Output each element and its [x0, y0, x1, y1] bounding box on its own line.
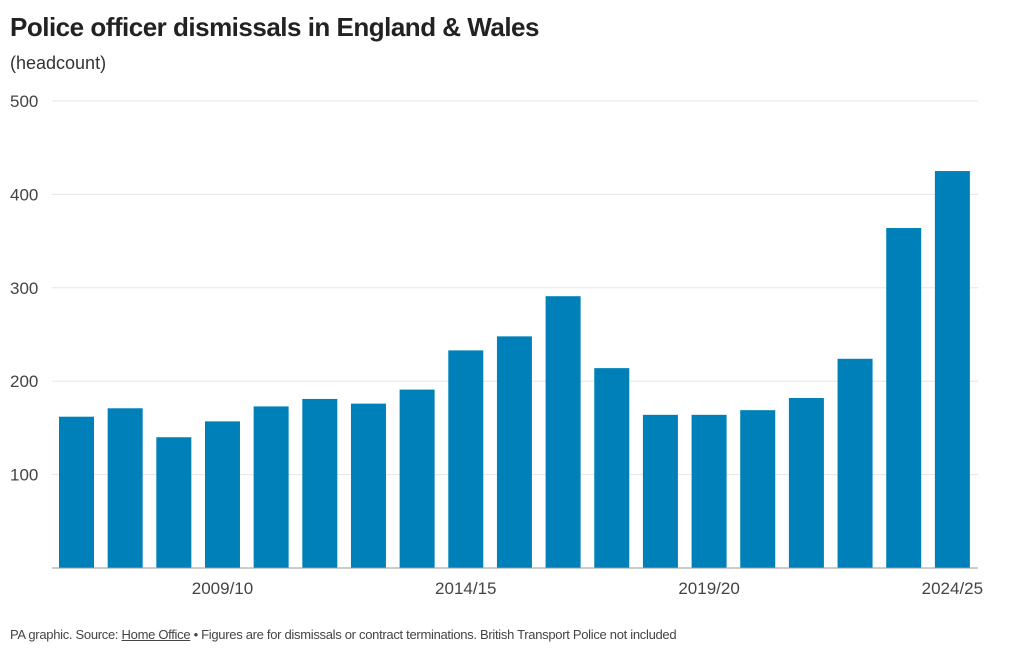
chart-title: Police officer dismissals in England & W…: [10, 12, 539, 42]
bar-2024-25: [934, 171, 970, 569]
footer-suffix: • Figures are for dismissals or contract…: [190, 627, 677, 642]
bar-2023-24: [886, 228, 922, 569]
bar-2017-18: [594, 368, 630, 568]
footer-prefix: PA graphic. Source:: [10, 627, 122, 642]
bar-2015-16: [496, 336, 532, 568]
bar-2021-22: [788, 398, 824, 568]
bar-2022-23: [837, 358, 873, 568]
y-tick-label: 400: [10, 185, 38, 204]
bar-2010-11: [253, 406, 289, 568]
y-tick-label: 500: [10, 92, 38, 111]
x-tick-label: 2014/15: [435, 579, 496, 598]
y-tick-label: 300: [10, 279, 38, 298]
bar-2011-12: [302, 398, 338, 568]
footer-note: PA graphic. Source: Home Office • Figure…: [10, 627, 677, 642]
bar-2020-21: [740, 410, 776, 568]
x-tick-label: 2019/20: [678, 579, 739, 598]
bar-2016-17: [545, 296, 581, 568]
bar-2014-15: [448, 350, 484, 568]
bar-2008-09: [156, 437, 192, 568]
bar-2009-10: [204, 421, 240, 568]
bar-chart: 100 200 300 400 500 2009/10 2014/15 2019/20 2024…: [10, 92, 983, 598]
y-tick-label: 200: [10, 372, 38, 391]
bar-2019-20: [691, 414, 727, 568]
bar-2018-19: [642, 414, 678, 568]
x-tick-label: 2009/10: [192, 579, 253, 598]
y-tick-label: 100: [10, 466, 38, 485]
bar-2006-07: [59, 416, 94, 568]
bar-2007-08: [107, 408, 143, 568]
source-link[interactable]: Home Office: [121, 627, 191, 642]
bars: [59, 171, 970, 569]
chart-subtitle: (headcount): [10, 53, 107, 73]
bar-2013-14: [399, 389, 435, 568]
bar-2012-13: [350, 403, 386, 568]
axes: 100 200 300 400 500 2009/10 2014/15 2019/20 2024…: [10, 92, 983, 598]
x-tick-label: 2024/25: [922, 579, 983, 598]
